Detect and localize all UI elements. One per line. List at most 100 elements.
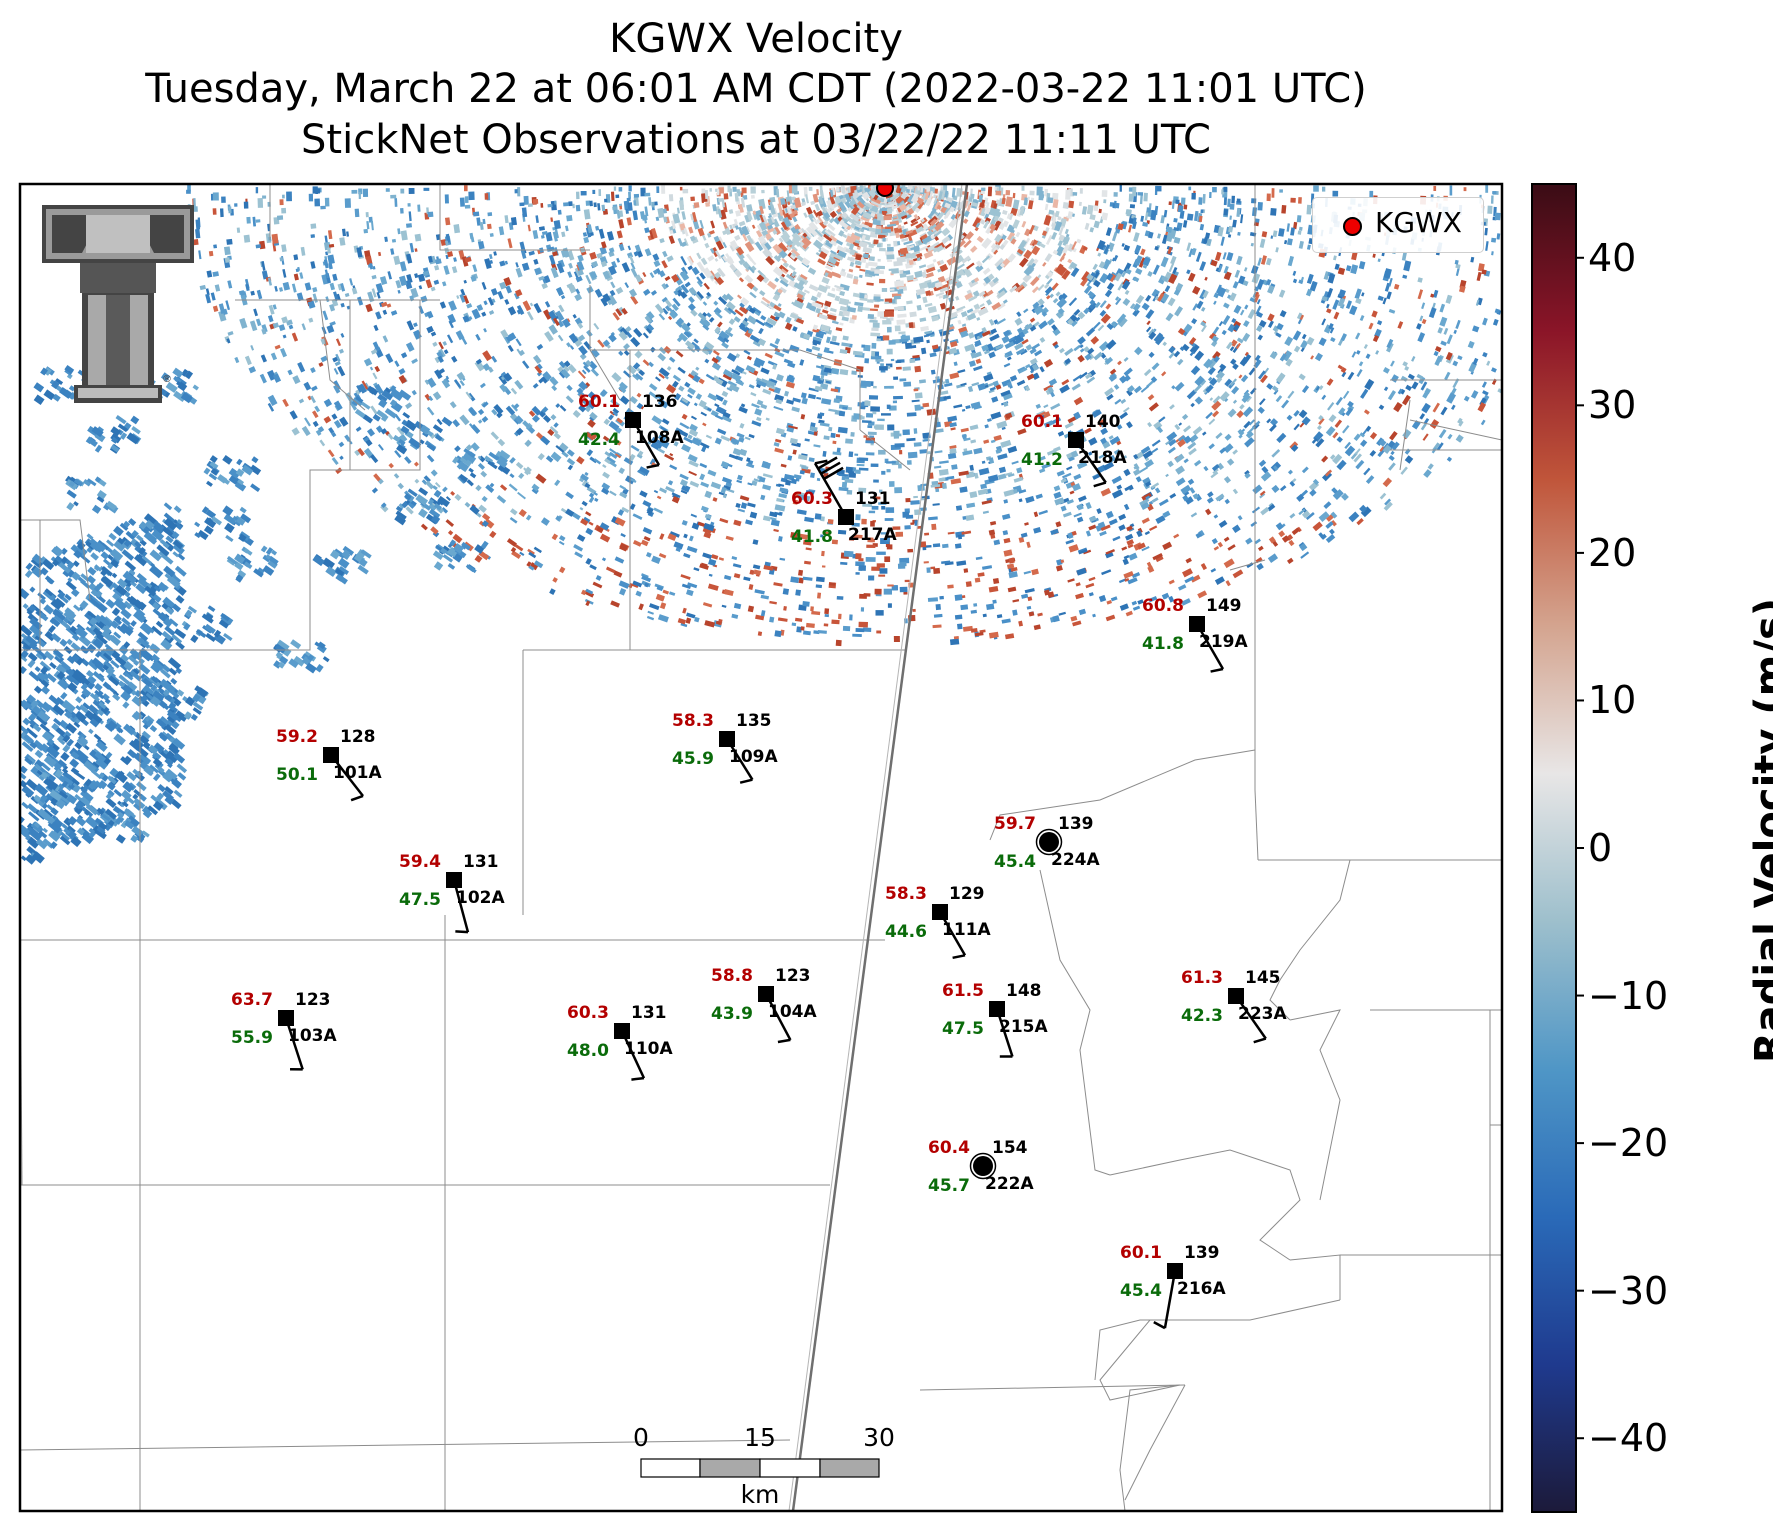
station-pressure: 154 — [992, 1138, 1028, 1158]
station-temperature: 60.1 — [578, 392, 620, 412]
state-boundary — [791, 184, 969, 1511]
station-dewpoint: 41.2 — [1021, 450, 1063, 470]
colorbar-tick-label: −30 — [1588, 1268, 1669, 1313]
station-id: 215A — [999, 1017, 1048, 1037]
station-pressure: 123 — [295, 990, 331, 1010]
texas-tech-logo: ® — [42, 205, 194, 403]
wind-barb-staff — [284, 1017, 304, 1070]
station-temperature: 61.5 — [942, 981, 984, 1001]
station-111A[interactable]: 58.3 129 44.6 111A — [885, 884, 991, 960]
station-dewpoint: 48.0 — [567, 1041, 609, 1061]
colorbar-tick-label: 10 — [1588, 678, 1637, 723]
wind-barb-flag — [1253, 1037, 1267, 1044]
colorbar-title: Radial Velocity (m/s) — [1747, 597, 1773, 1063]
station-marker — [1228, 988, 1244, 1004]
station-id: 219A — [1199, 632, 1248, 652]
station-id: 218A — [1078, 448, 1127, 468]
station-id: 108A — [635, 428, 684, 448]
calm-wind-marker — [1039, 832, 1059, 852]
station-103A[interactable]: 63.7 123 55.9 103A — [231, 990, 337, 1071]
station-pressure: 131 — [463, 852, 499, 872]
wind-barb-flag — [455, 930, 469, 934]
radar-site-legend-marker — [1343, 217, 1362, 236]
station-109A[interactable]: 58.3 135 45.9 109A — [672, 711, 778, 784]
colorbar-tick-label: 20 — [1588, 530, 1637, 575]
station-pressure: 131 — [855, 489, 891, 509]
station-id: 111A — [942, 920, 991, 940]
station-104A[interactable]: 58.8 123 43.9 104A — [711, 966, 817, 1044]
station-temperature: 63.7 — [231, 990, 273, 1010]
station-id: 102A — [456, 888, 505, 908]
scale-tick-0: 0 — [633, 1423, 649, 1452]
station-223A[interactable]: 61.3 145 42.3 223A — [1181, 968, 1287, 1044]
colorbar — [1531, 183, 1584, 1513]
title-line-3: StickNet Observations at 03/22/22 11:11 … — [301, 117, 1211, 163]
sticknet-stations: 60.1 136 42.4 108A 60.1 140 41.2 218A 60.3 131 41.… — [231, 392, 1287, 1330]
station-marker — [838, 509, 854, 525]
radar-site-marker[interactable] — [876, 180, 894, 197]
colorbar-tick-label: 0 — [1588, 826, 1613, 870]
station-219A[interactable]: 60.8 149 41.8 219A — [1142, 596, 1248, 673]
station-temperature: 58.8 — [711, 966, 753, 986]
station-pressure: 139 — [1184, 1243, 1220, 1263]
station-temperature: 58.3 — [885, 884, 927, 904]
station-pressure: 136 — [642, 392, 678, 412]
county-boundaries — [20, 185, 1502, 1511]
station-temperature: 59.7 — [994, 814, 1036, 834]
wind-barb-staff — [452, 879, 470, 933]
station-dewpoint: 47.5 — [942, 1019, 984, 1039]
station-marker — [1167, 1263, 1183, 1279]
station-216A[interactable]: 60.1 139 45.4 216A — [1120, 1243, 1226, 1330]
station-dewpoint: 45.9 — [672, 749, 714, 769]
station-marker — [719, 731, 735, 747]
wind-barb-flag — [952, 954, 966, 960]
station-marker — [1068, 432, 1084, 448]
station-217A[interactable]: 60.3 131 41.8 217A — [791, 456, 897, 547]
station-dewpoint: 55.9 — [231, 1028, 273, 1048]
station-marker — [323, 747, 339, 763]
station-102A[interactable]: 59.4 131 47.5 102A — [399, 852, 505, 934]
station-dewpoint: 45.4 — [994, 852, 1036, 872]
scale-bar: 0 15 30 km — [633, 1423, 895, 1509]
title-line-2: Tuesday, March 22 at 06:01 AM CDT (2022-… — [145, 66, 1367, 112]
station-id: 110A — [624, 1039, 673, 1059]
station-108A[interactable]: 60.1 136 42.4 108A — [578, 392, 684, 469]
wind-barb-flag — [1093, 481, 1107, 488]
wind-barb-flag — [1153, 1320, 1166, 1330]
station-id: 224A — [1051, 850, 1100, 870]
station-222A[interactable]: 60.4 154 45.7 222A — [928, 1138, 1034, 1196]
station-id: 104A — [768, 1002, 817, 1022]
station-pressure: 139 — [1058, 814, 1094, 834]
station-temperature: 58.3 — [672, 711, 714, 731]
wind-barb-flag — [350, 794, 364, 802]
station-dewpoint: 45.7 — [928, 1176, 970, 1196]
wind-barb-flag — [646, 463, 660, 469]
station-224A[interactable]: 59.7 139 45.4 224A — [994, 814, 1100, 872]
station-marker — [1189, 616, 1205, 632]
scale-unit: km — [741, 1480, 780, 1509]
radar-velocity-field — [20, 184, 1502, 865]
scale-tick-15: 15 — [744, 1423, 776, 1452]
wind-barb-staff — [1163, 1270, 1177, 1329]
station-id: 101A — [333, 763, 382, 783]
scale-tick-30: 30 — [863, 1423, 895, 1452]
station-dewpoint: 43.9 — [711, 1004, 753, 1024]
station-218A[interactable]: 60.1 140 41.2 218A — [1021, 412, 1127, 488]
station-temperature: 60.4 — [928, 1138, 970, 1158]
station-marker — [614, 1023, 630, 1039]
colorbar-tick-label: 30 — [1588, 383, 1637, 428]
station-pressure: 135 — [736, 711, 772, 731]
station-temperature: 59.2 — [276, 727, 318, 747]
colorbar-tick-label: −10 — [1588, 973, 1669, 1018]
station-id: 109A — [729, 747, 778, 767]
station-101A[interactable]: 59.2 128 50.1 101A — [276, 727, 382, 802]
station-id: 222A — [985, 1174, 1034, 1194]
station-110A[interactable]: 60.3 131 48.0 110A — [567, 1003, 673, 1081]
station-215A[interactable]: 61.5 148 47.5 215A — [942, 981, 1048, 1058]
station-id: 223A — [1238, 1004, 1287, 1024]
station-pressure: 149 — [1206, 596, 1242, 616]
station-pressure: 148 — [1006, 981, 1042, 1001]
station-marker — [989, 1001, 1005, 1017]
map-legend[interactable]: KGWX — [1312, 197, 1484, 253]
